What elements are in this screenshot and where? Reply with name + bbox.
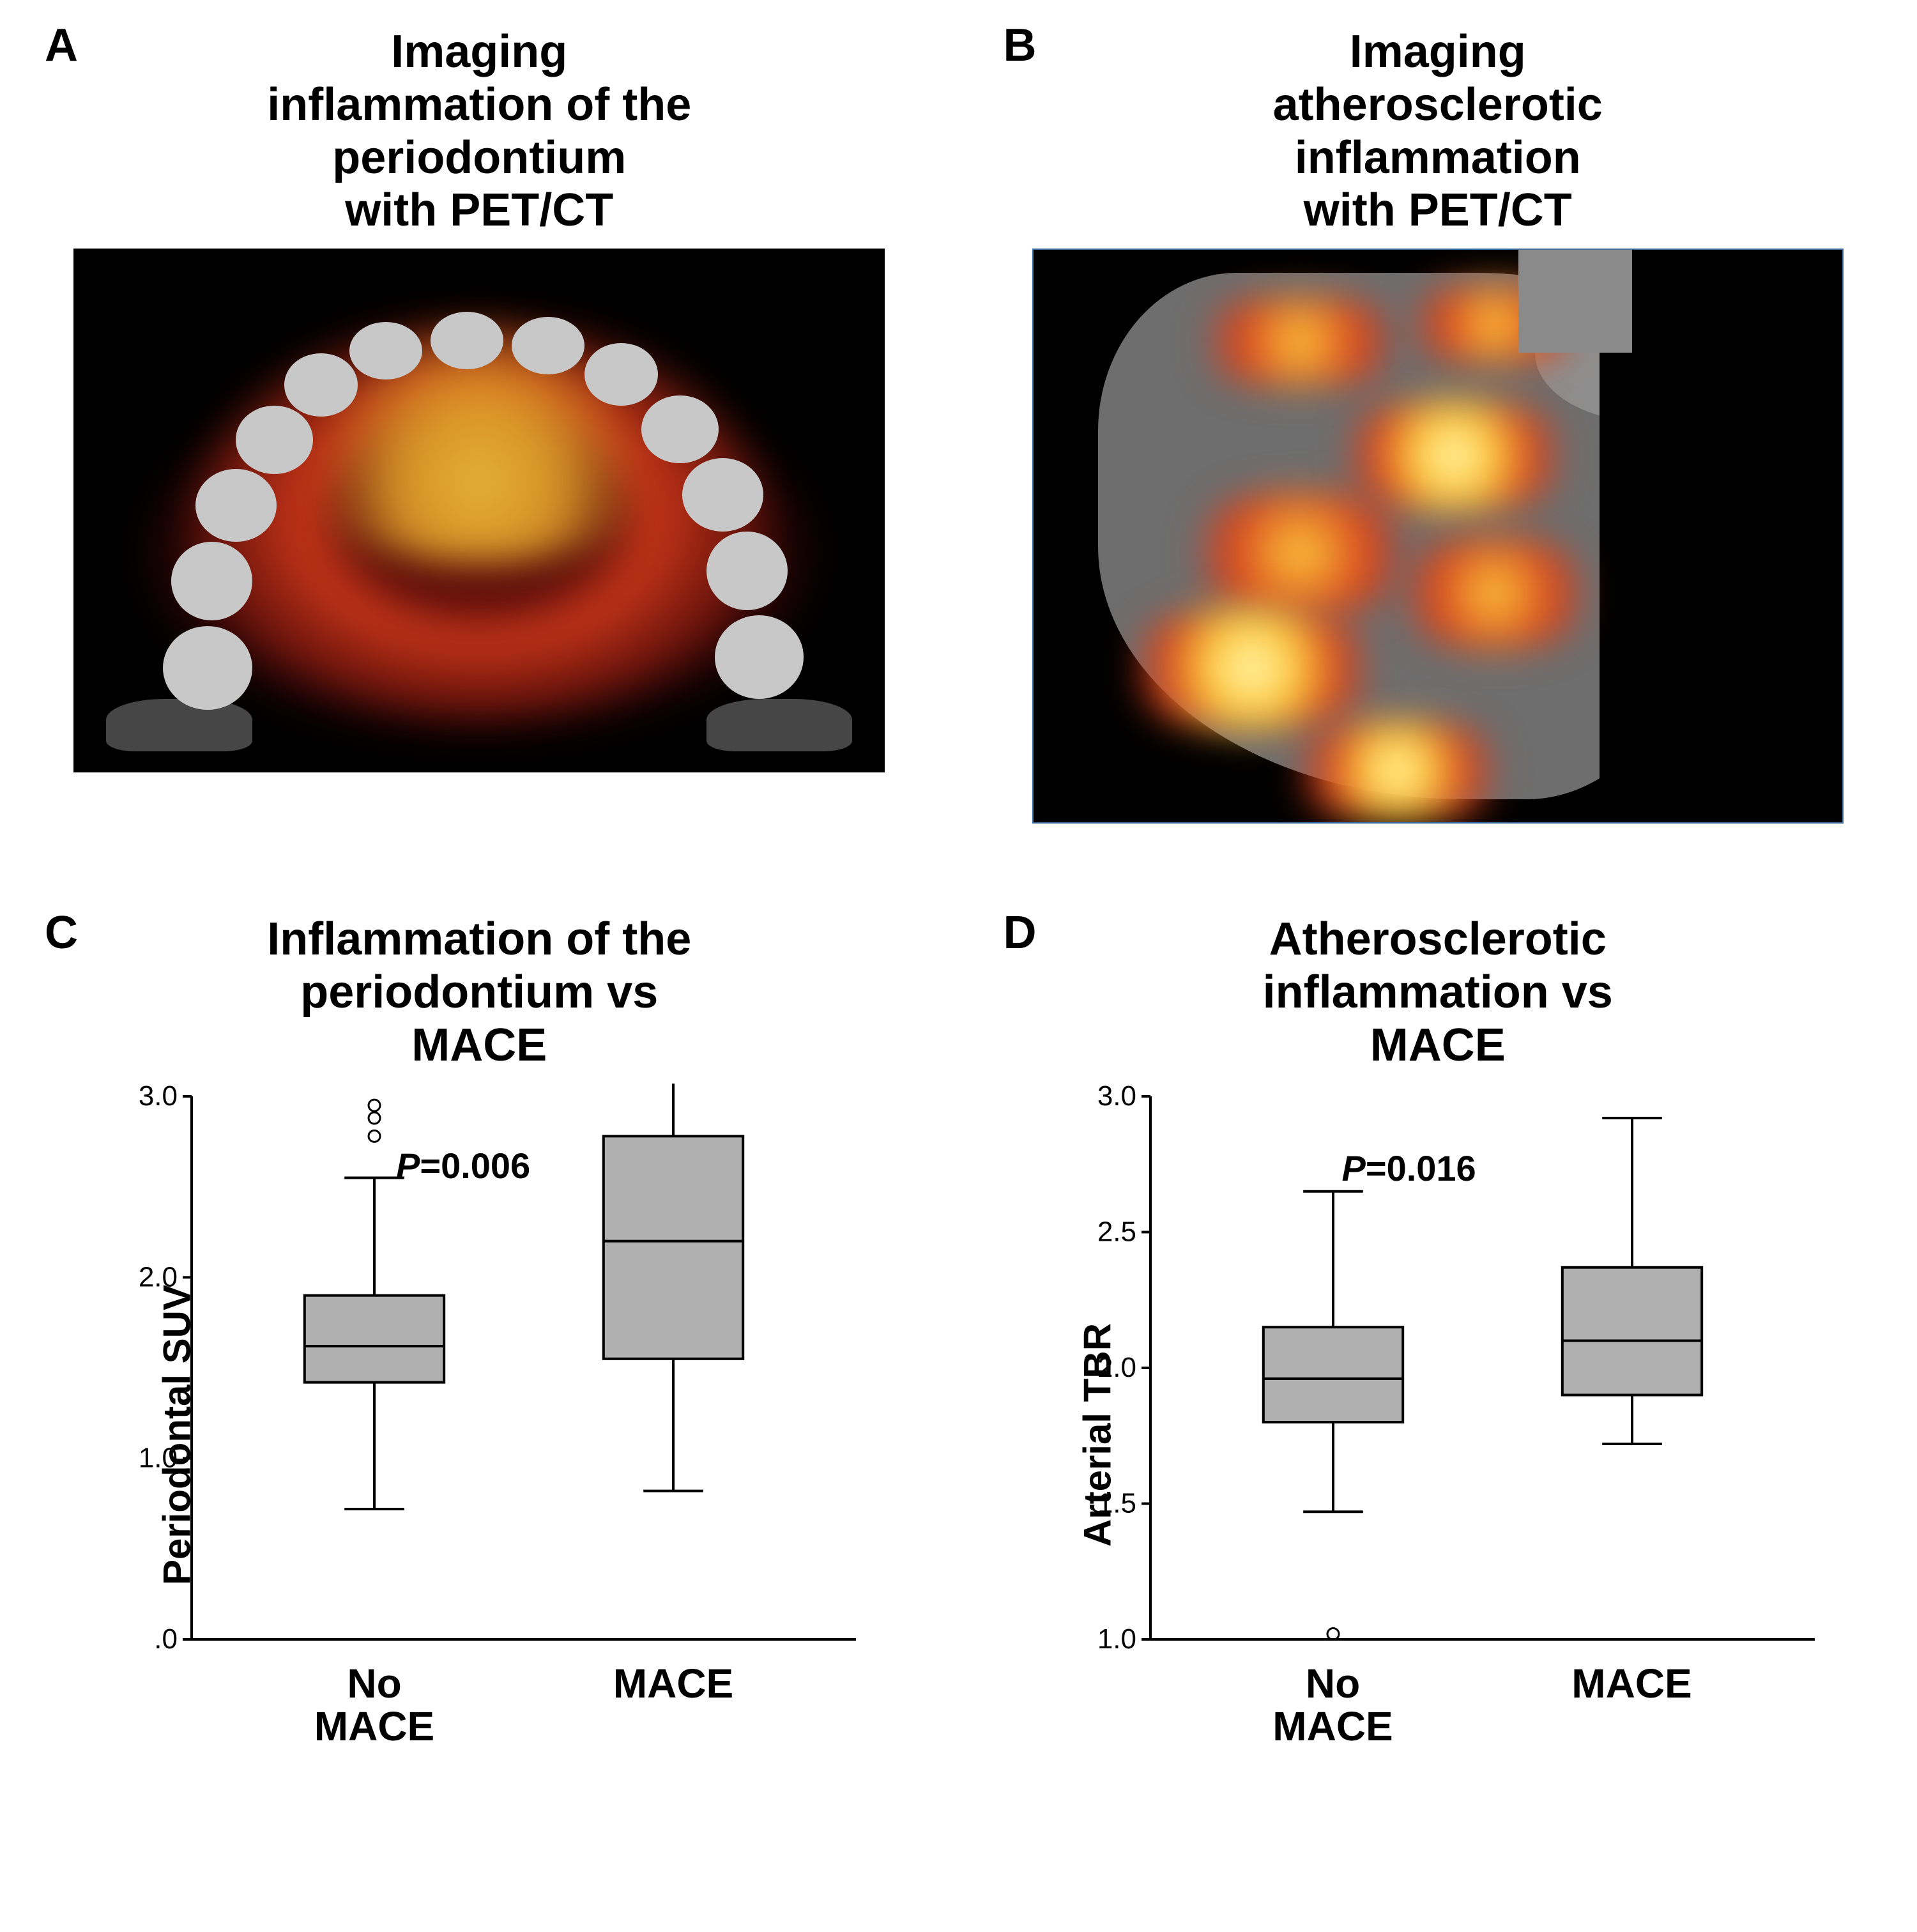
p-letter: P bbox=[1342, 1148, 1366, 1188]
svg-text:2.5: 2.5 bbox=[1097, 1216, 1136, 1247]
panel-d-cat-1: MACE bbox=[1549, 1662, 1715, 1705]
pet-ct-aorta-image bbox=[1032, 249, 1844, 824]
panel-c: C Inflammation of the periodontium vs MA… bbox=[38, 913, 920, 1786]
panel-c-label: C bbox=[45, 907, 78, 959]
p-letter: P bbox=[396, 1146, 420, 1186]
panel-d-cat-0: No MACE bbox=[1250, 1662, 1416, 1748]
panel-c-title: Inflammation of the periodontium vs MACE bbox=[73, 913, 885, 1071]
panel-d-title: Atherosclerotic inflammation vs MACE bbox=[1032, 913, 1844, 1071]
panel-c-cat-1: MACE bbox=[590, 1662, 756, 1705]
svg-text:.0: .0 bbox=[154, 1623, 178, 1655]
panel-b-title: Imaging atherosclerotic inflammation wit… bbox=[1058, 26, 1817, 237]
panel-c-plot: Periodontal SUV P=0.006 .01.02.03.0 No M… bbox=[38, 1084, 920, 1786]
panel-d-label: D bbox=[1004, 907, 1037, 959]
panel-c-cat-0: No MACE bbox=[291, 1662, 457, 1748]
panel-b: B Imaging atherosclerotic inflammation w… bbox=[997, 26, 1879, 824]
svg-text:3.0: 3.0 bbox=[1097, 1084, 1136, 1112]
p-number: =0.006 bbox=[420, 1146, 530, 1186]
panel-a-label: A bbox=[45, 19, 78, 72]
figure-grid: A Imaging inflammation of the periodonti… bbox=[38, 26, 1879, 1786]
p-number: =0.016 bbox=[1366, 1148, 1476, 1188]
svg-text:1.0: 1.0 bbox=[1097, 1623, 1136, 1655]
panel-a: A Imaging inflammation of the periodonti… bbox=[38, 26, 920, 824]
panel-d-pvalue: P=0.016 bbox=[1342, 1147, 1476, 1189]
panel-b-label: B bbox=[1004, 19, 1037, 72]
panel-d: D Atherosclerotic inflammation vs MACE A… bbox=[997, 913, 1879, 1786]
panel-d-ylabel: Arterial TBR bbox=[1075, 1323, 1119, 1547]
panel-d-plot: Arterial TBR P=0.016 1.01.52.02.53.0 No … bbox=[997, 1084, 1879, 1786]
panel-c-pvalue: P=0.006 bbox=[396, 1145, 530, 1186]
panel-c-ylabel: Periodontal SUV bbox=[155, 1285, 199, 1585]
panel-a-title: Imaging inflammation of the periodontium… bbox=[100, 26, 859, 237]
pet-ct-periodontium-image bbox=[73, 249, 885, 772]
svg-text:3.0: 3.0 bbox=[139, 1084, 178, 1112]
